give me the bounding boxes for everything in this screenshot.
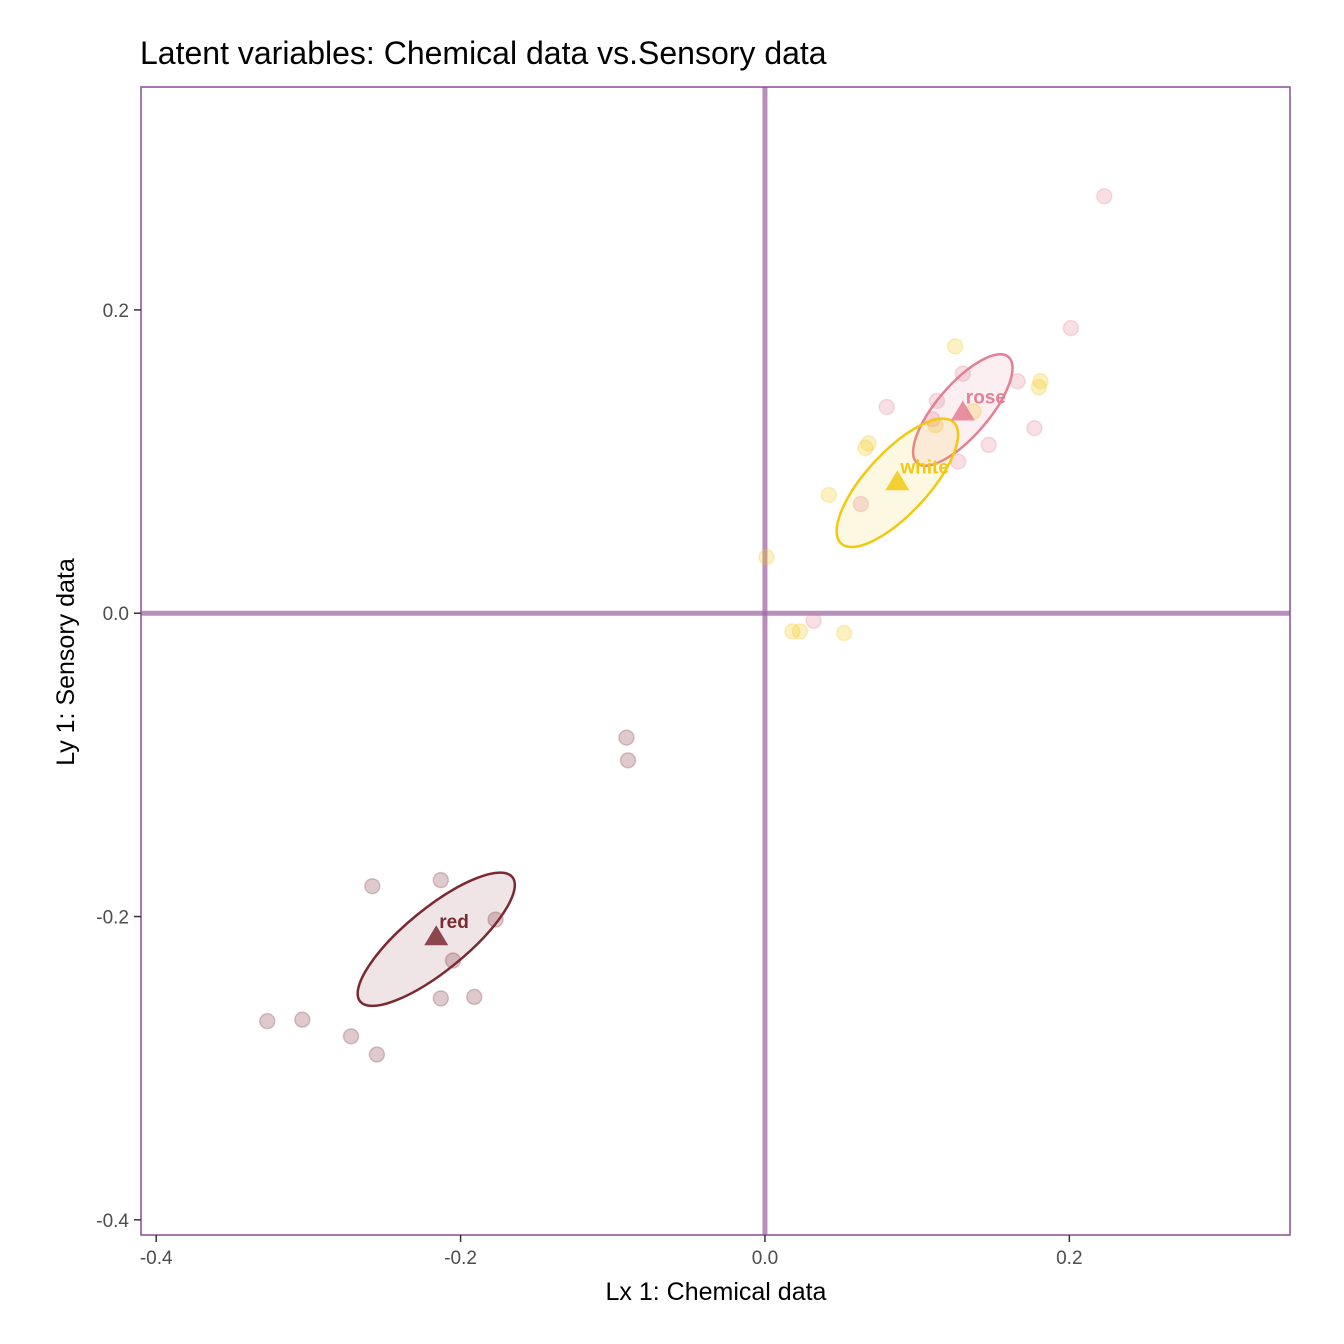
data-point-white — [820, 486, 838, 504]
data-point-rose — [980, 436, 997, 454]
data-point-rose — [805, 612, 822, 630]
data-point-white — [857, 439, 874, 457]
x-axis-title: Lx 1: Chemical data — [606, 1278, 827, 1306]
data-point-rose — [878, 398, 895, 416]
data-point-red — [342, 1028, 360, 1045]
y-tick-label: -0.2 — [96, 908, 129, 929]
data-point-red — [618, 729, 635, 746]
group-mean-marker-rose — [950, 400, 975, 421]
data-point-white — [1032, 372, 1049, 390]
data-point-red — [619, 752, 637, 769]
y-tick-label: 0.0 — [103, 604, 129, 625]
data-point-red — [487, 911, 504, 928]
group-label-white: white — [899, 457, 949, 478]
x-tick-label: -0.4 — [140, 1248, 173, 1269]
data-point-white — [835, 624, 853, 642]
plot-frame — [140, 86, 1291, 1236]
data-point-red — [259, 1012, 276, 1030]
data-point-rose — [1096, 187, 1113, 205]
chart-title: Latent variables: Chemical data vs.Senso… — [140, 35, 827, 71]
group-mean-marker-white — [885, 470, 910, 491]
group-label-red: red — [439, 912, 469, 933]
data-point-white — [758, 548, 775, 566]
data-point-red — [364, 877, 381, 895]
data-point-red — [466, 988, 483, 1006]
data-point-rose — [852, 495, 870, 513]
y-axis-title: Ly 1: Sensory data — [52, 558, 80, 766]
data-point-red — [432, 990, 450, 1007]
x-tick-label: 0.0 — [752, 1248, 778, 1269]
data-point-red — [294, 1011, 311, 1028]
data-point-white — [784, 623, 801, 640]
y-tick-label: 0.2 — [103, 301, 129, 322]
data-point-white — [791, 623, 809, 640]
series-rose-points — [805, 187, 1113, 630]
data-point-white — [1030, 379, 1048, 396]
plot-panel: red rose white — [140, 86, 1291, 1236]
data-point-rose — [1026, 419, 1043, 437]
data-point-red — [368, 1046, 386, 1063]
x-tick-label: 0.2 — [1056, 1248, 1082, 1269]
x-tick-label: -0.2 — [444, 1248, 477, 1269]
data-point-red — [432, 871, 450, 889]
data-point-rose — [1062, 319, 1080, 337]
group-label-rose: rose — [966, 388, 1006, 409]
group-mean-marker-red — [424, 925, 449, 946]
series-red-points — [259, 729, 637, 1063]
y-tick-label: -0.4 — [96, 1211, 129, 1232]
data-point-white — [860, 435, 877, 452]
data-point-white — [946, 338, 964, 355]
axis-ticks: -0.4 -0.2 0.0 0.2 -0.4 -0.2 0.0 0.2 — [96, 301, 1082, 1269]
